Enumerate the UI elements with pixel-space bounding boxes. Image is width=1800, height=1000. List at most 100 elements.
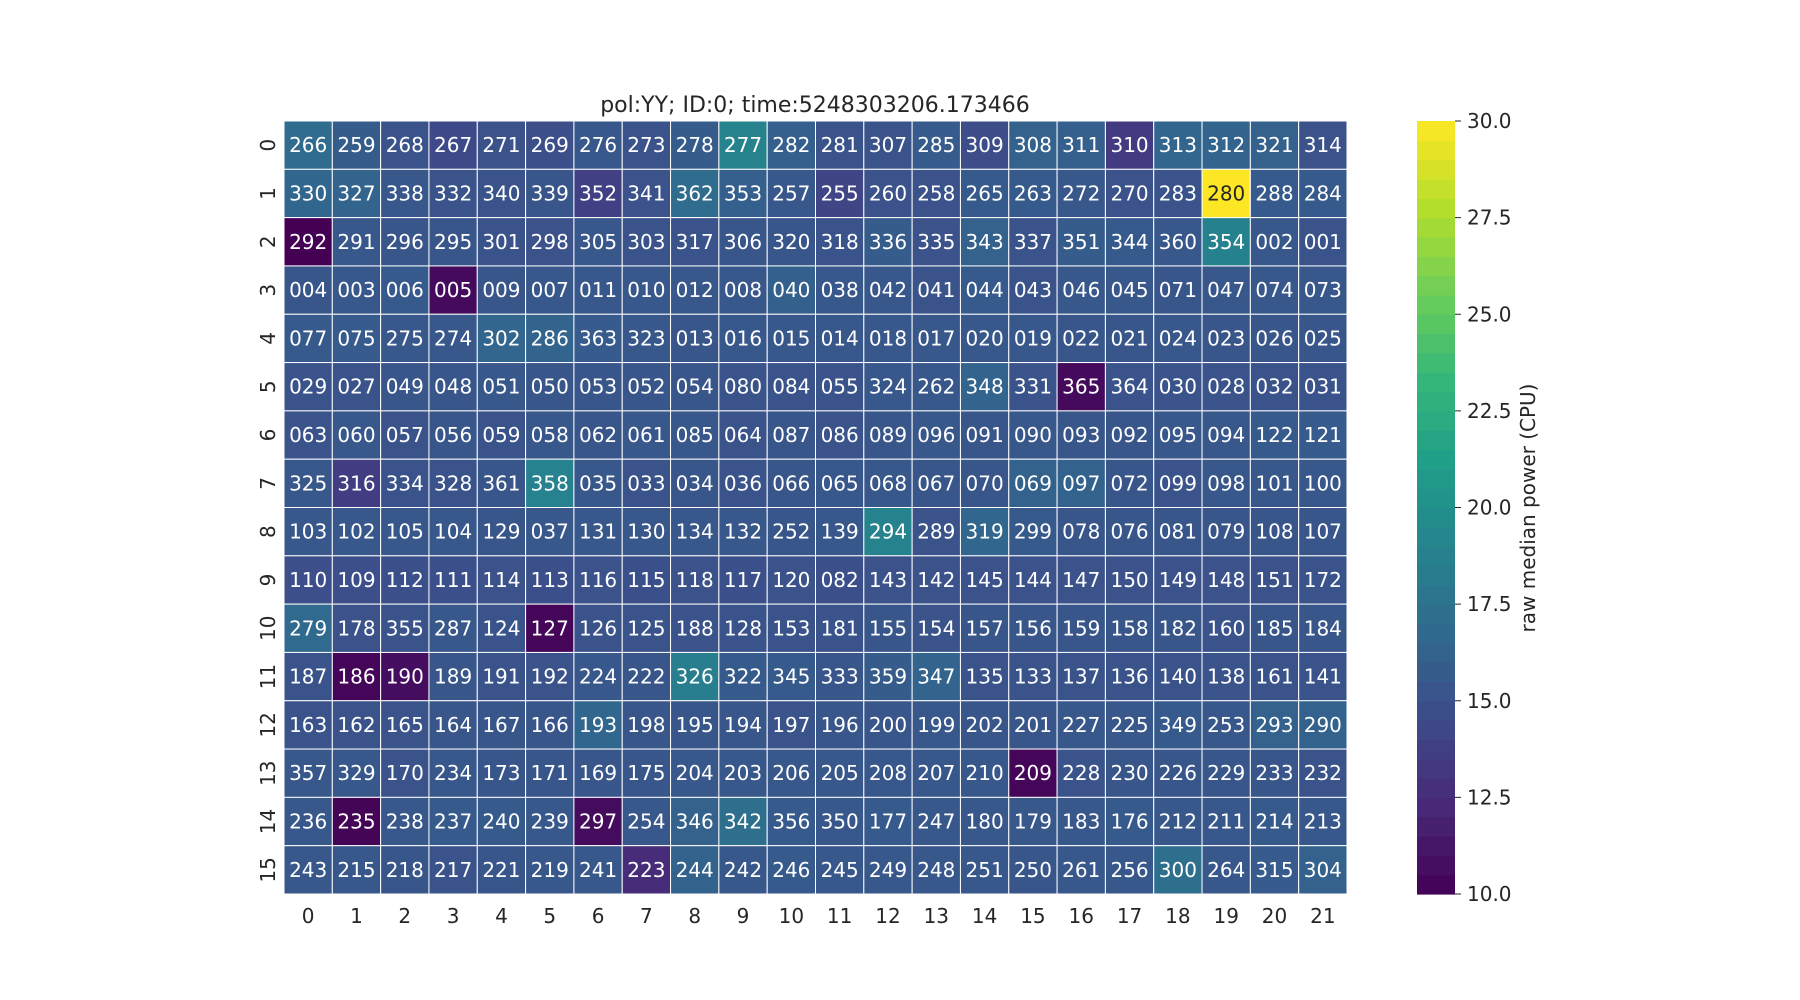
cell-annotation: 078: [1062, 520, 1100, 544]
colorbar-band: [1417, 468, 1455, 489]
cell-annotation: 340: [482, 181, 520, 205]
cell-annotation: 148: [1207, 568, 1245, 592]
heatmap-cell: [670, 168, 720, 219]
cell-annotation: 104: [434, 520, 472, 544]
colorbar-band: [1417, 546, 1455, 567]
cell-annotation: 176: [1110, 810, 1148, 834]
heatmap-cell: [670, 651, 720, 702]
cell-annotation: 362: [676, 181, 714, 205]
y-tick-label: 14: [256, 809, 280, 834]
cell-annotation: 229: [1207, 761, 1245, 785]
cell-annotation: 311: [1062, 133, 1100, 157]
cell-annotation: 142: [917, 568, 955, 592]
cell-annotation: 122: [1255, 423, 1293, 447]
cell-annotation: 223: [627, 858, 665, 882]
cell-annotation: 170: [386, 761, 424, 785]
heatmap-cell: [1056, 410, 1106, 460]
heatmap-cell: [331, 748, 382, 798]
colorbar-band: [1417, 159, 1455, 180]
cell-annotation: 056: [434, 423, 472, 447]
cell-annotation: 177: [869, 810, 907, 834]
colorbar-band: [1417, 874, 1455, 895]
cell-annotation: 264: [1207, 858, 1245, 882]
x-tick-label: 20: [1262, 904, 1287, 928]
heatmap-cell: [428, 555, 478, 605]
cell-annotation: 217: [434, 858, 472, 882]
cell-annotation: 071: [1159, 278, 1197, 302]
cell-annotation: 207: [917, 761, 955, 785]
cell-annotation: 075: [337, 326, 375, 350]
cell-annotation: 297: [579, 810, 617, 834]
cell-annotation: 363: [579, 326, 617, 350]
heatmap-cell: [428, 845, 478, 895]
cell-annotation: 214: [1255, 810, 1293, 834]
heatmap-cell: [670, 313, 720, 364]
colorbar-band: [1417, 372, 1455, 393]
cell-annotation: 043: [1014, 278, 1052, 302]
cell-annotation: 314: [1304, 133, 1342, 157]
colorbar-band: [1417, 739, 1455, 760]
colorbar-band: [1417, 526, 1455, 547]
heatmap-cell: [573, 651, 623, 702]
cell-annotation: 112: [386, 568, 424, 592]
y-tick-label: 0: [256, 139, 280, 152]
cell-annotation: 033: [627, 471, 665, 495]
cell-annotation: 308: [1014, 133, 1052, 157]
heatmap-cell: [718, 265, 768, 315]
cell-annotation: 044: [966, 278, 1004, 302]
heatmap-cell: [670, 555, 720, 605]
x-tick-label: 21: [1310, 904, 1335, 928]
heatmap-cell: [718, 313, 768, 364]
colorbar-band: [1417, 333, 1455, 354]
heatmap-cell: [1104, 265, 1155, 315]
heatmap-cell: [1008, 555, 1058, 605]
cell-annotation: 350: [821, 810, 859, 834]
colorbar-band: [1417, 507, 1455, 528]
cell-annotation: 245: [821, 858, 859, 882]
heatmap-cell: [1056, 313, 1106, 364]
heatmap-cell: [1249, 362, 1300, 412]
cell-annotation: 306: [724, 230, 762, 254]
heatmap-cell: [380, 651, 430, 702]
cell-annotation: 323: [627, 326, 665, 350]
cell-annotation: 020: [966, 326, 1004, 350]
cell-annotation: 291: [337, 230, 375, 254]
cell-annotation: 010: [627, 278, 665, 302]
cell-annotation: 233: [1255, 761, 1293, 785]
heatmap-cell: [863, 362, 913, 412]
cell-annotation: 127: [531, 616, 569, 640]
colorbar-band: [1417, 565, 1455, 586]
heatmap-cell: [1298, 362, 1348, 412]
colorbar-band: [1417, 140, 1455, 161]
colorbar-band: [1417, 488, 1455, 509]
cell-annotation: 027: [337, 375, 375, 399]
cell-annotation: 115: [627, 568, 665, 592]
cell-annotation: 209: [1014, 761, 1052, 785]
colorbar-band: [1417, 294, 1455, 315]
heatmap-cell: [911, 410, 961, 460]
cell-annotation: 107: [1304, 520, 1342, 544]
heatmap-cell: [428, 796, 478, 847]
cell-annotation: 108: [1255, 520, 1293, 544]
heatmap-cell: [525, 458, 575, 508]
heatmap-cell: [1008, 120, 1058, 170]
x-tick-label: 12: [875, 904, 900, 928]
heatmap-cell: [1056, 845, 1106, 895]
cell-annotation: 098: [1207, 471, 1245, 495]
colorbar-band: [1417, 797, 1455, 818]
cell-annotation: 167: [482, 713, 520, 737]
cell-annotation: 280: [1207, 181, 1245, 205]
heatmap-cell: [1153, 362, 1203, 412]
cell-annotation: 153: [772, 616, 810, 640]
heatmap-cell: [911, 458, 961, 508]
cell-annotation: 022: [1062, 326, 1100, 350]
cell-annotation: 114: [482, 568, 520, 592]
cell-annotation: 055: [821, 375, 859, 399]
cell-annotation: 242: [724, 858, 762, 882]
cell-annotation: 279: [289, 616, 327, 640]
cell-annotation: 001: [1304, 230, 1342, 254]
heatmap-cell: [670, 265, 720, 315]
cell-annotation: 300: [1159, 858, 1197, 882]
cell-annotation: 268: [386, 133, 424, 157]
heatmap-cell: [1249, 120, 1300, 170]
